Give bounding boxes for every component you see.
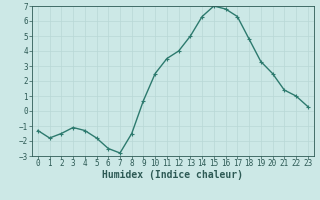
X-axis label: Humidex (Indice chaleur): Humidex (Indice chaleur) — [102, 170, 243, 180]
